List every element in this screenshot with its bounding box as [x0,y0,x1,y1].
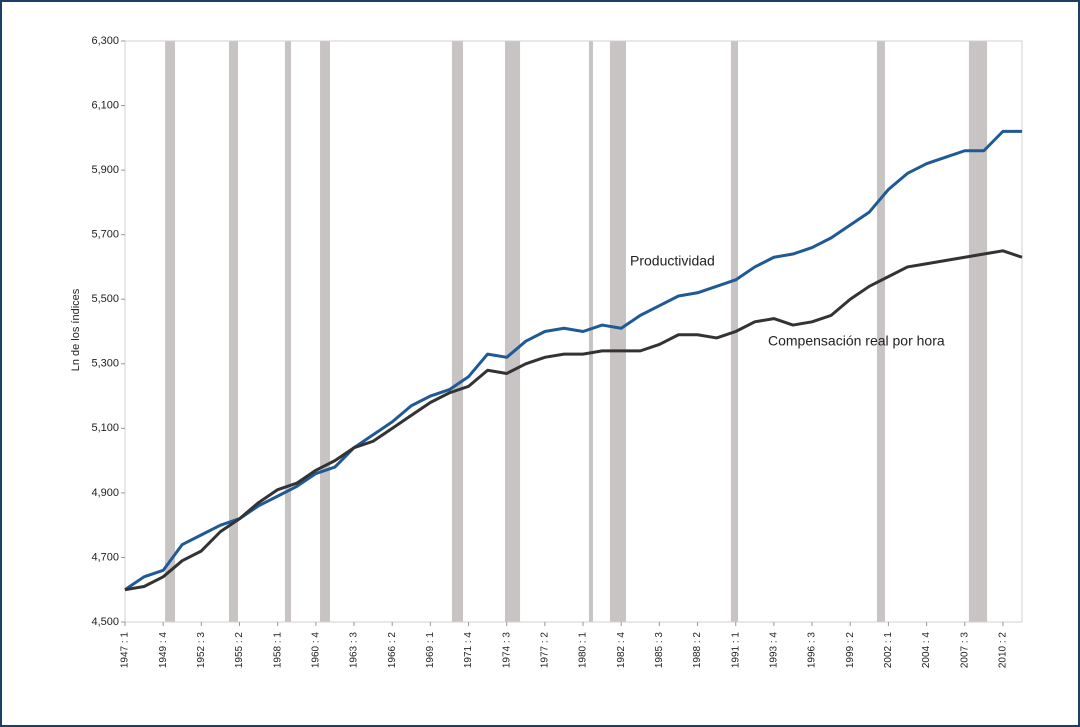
y-tick-label: 4,900 [91,487,119,499]
x-tick-label: 1960 : 4 [310,632,321,669]
x-tick-label: 1980 : 1 [578,632,589,669]
x-tick-label: 1996 : 3 [807,632,818,669]
shaded-period [451,41,463,622]
x-tick-label: 1958 : 1 [272,632,283,669]
x-tick-label: 1982 : 4 [616,632,627,669]
shaded-period [284,41,292,622]
series-line [124,129,1022,591]
x-tick-label: 1947 : 1 [120,632,131,669]
shaded-period [504,41,521,622]
y-tick-label: 5,100 [91,422,119,434]
x-tick-label: 1966 : 2 [387,632,398,669]
y-tick-label: 5,900 [91,164,119,176]
x-tick-label: 2004 : 4 [921,632,932,669]
shaded-period [320,41,330,622]
shaded-period [876,41,885,622]
x-tick-label: 1952 : 3 [196,632,207,669]
x-tick-label: 2002 : 1 [883,632,894,669]
x-tick-label: 1963 : 3 [349,632,360,669]
plot-area [124,40,1023,623]
x-tick-label: 2010 : 2 [998,632,1009,669]
x-tick-label: 1993 : 4 [769,632,780,669]
x-tick-label: 2007 : 3 [959,632,970,669]
annotation: Productividad [630,253,715,269]
y-tick-label: 4,700 [91,551,119,563]
x-tick-label: 1974 : 3 [501,632,512,669]
x-tick-label: 1971 : 4 [463,632,474,669]
shaded-period [165,41,176,622]
annotation: Compensación real por hora [768,333,945,349]
x-tick-label: 1955 : 2 [234,632,245,669]
x-tick-label: 1999 : 2 [845,632,856,669]
x-tick-label: 1977 : 2 [540,632,551,669]
x-tick-label: 1988 : 2 [692,632,703,669]
y-tick-label: 5,300 [91,358,119,370]
shaded-period [588,41,593,622]
x-tick-label: 1985 : 3 [654,632,665,669]
y-tick-label: 6,300 [91,35,119,47]
shaded-period [229,41,238,622]
y-tick-label: 5,700 [91,229,119,241]
x-tick-label: 1949 : 4 [158,632,169,669]
shaded-period [609,41,626,622]
x-tick-label: 1991 : 1 [730,632,741,669]
y-tick-label: 6,100 [91,99,119,111]
y-tick-label: 5,500 [91,293,119,305]
y-axis-label: Ln de los índices [70,288,82,371]
x-tick-label: 1969 : 1 [425,632,436,669]
series-line [124,249,1023,592]
shaded-period [968,41,988,622]
y-tick-label: 4,500 [91,616,119,628]
